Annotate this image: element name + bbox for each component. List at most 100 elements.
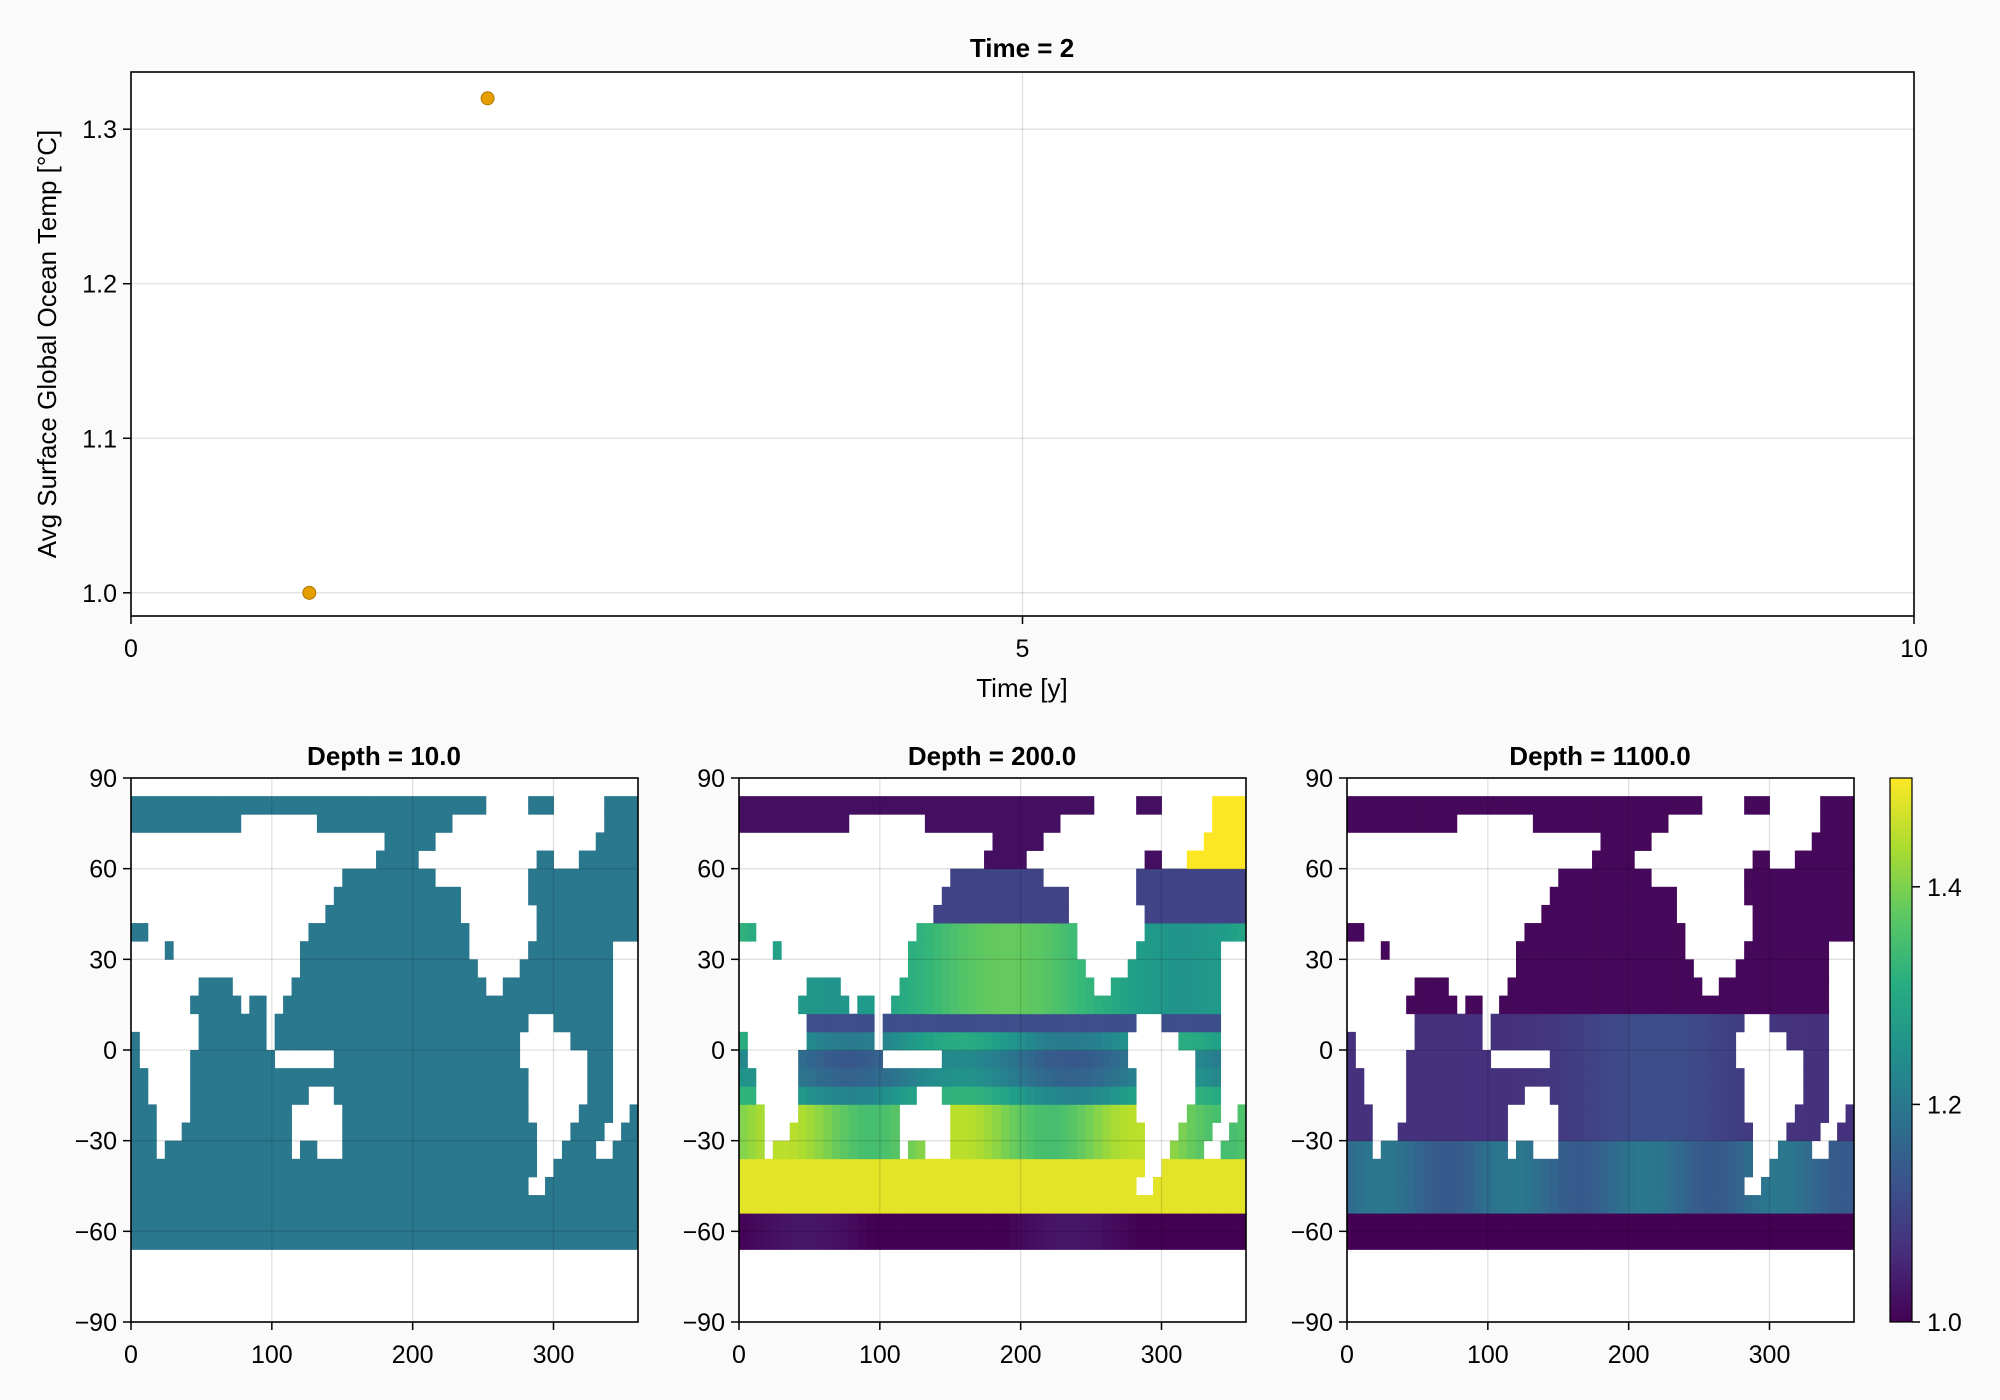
map-cell xyxy=(1212,959,1222,978)
map-cell xyxy=(1026,1013,1036,1033)
map-cell xyxy=(367,1031,377,1051)
map-cell xyxy=(1558,1050,1568,1069)
map-cell xyxy=(755,1158,765,1178)
map-cell xyxy=(469,796,478,815)
map-cell xyxy=(1220,904,1230,924)
map-cell xyxy=(739,1140,748,1160)
map-cell xyxy=(342,1068,352,1087)
map-cell xyxy=(283,995,292,1015)
map-cell xyxy=(131,814,140,833)
map-cell xyxy=(376,868,385,888)
map-cell xyxy=(1828,814,1838,833)
map-cell xyxy=(452,1086,461,1105)
map-cell xyxy=(840,1176,850,1196)
map-cell xyxy=(418,1086,428,1105)
map-cell xyxy=(1043,995,1053,1015)
map-cell xyxy=(1828,796,1838,815)
map-cell xyxy=(553,1176,563,1196)
map-cell xyxy=(274,1213,284,1232)
map-cell xyxy=(1068,941,1078,960)
map-cell xyxy=(823,1158,833,1178)
map-cell xyxy=(1828,1176,1838,1196)
map-cell xyxy=(561,1195,571,1214)
map-cell xyxy=(418,923,428,942)
map-cell xyxy=(1685,1122,1694,1142)
map-cell xyxy=(443,1195,453,1214)
map-cell xyxy=(916,1213,926,1232)
map-cell xyxy=(409,1122,419,1142)
map-cell xyxy=(1642,1176,1652,1196)
map-cell xyxy=(1837,832,1846,851)
map-cell xyxy=(1558,1031,1568,1051)
map-cell xyxy=(1026,1068,1036,1087)
map-cell xyxy=(941,1213,951,1232)
map-cell xyxy=(1414,1140,1424,1160)
map-cell xyxy=(1220,814,1230,833)
map-cell xyxy=(325,995,335,1015)
map-cell xyxy=(629,850,639,870)
map-cell xyxy=(376,1158,385,1178)
map-cell xyxy=(1009,1231,1019,1250)
map-cell xyxy=(1000,1122,1010,1142)
map-cell xyxy=(755,1195,765,1214)
map-cell xyxy=(418,1158,428,1178)
map-cell xyxy=(401,959,411,978)
map-cell xyxy=(1017,923,1027,942)
map-cell xyxy=(1085,1013,1095,1033)
map-cell xyxy=(1355,1068,1365,1087)
map-cell xyxy=(477,1158,487,1178)
map-cell xyxy=(1685,1031,1694,1051)
map-cell xyxy=(1651,1140,1661,1160)
map-cell xyxy=(595,941,605,960)
map-cell xyxy=(899,1231,909,1250)
map-cell xyxy=(249,1176,259,1196)
map-cell xyxy=(392,868,402,888)
map-cell xyxy=(198,1231,208,1250)
map-cell xyxy=(1431,1086,1441,1105)
map-cell xyxy=(831,1122,841,1142)
map-cell xyxy=(198,1104,208,1123)
map-cell xyxy=(1769,959,1779,978)
map-cell xyxy=(1473,1068,1483,1087)
map-cell xyxy=(1566,886,1576,906)
map-cell xyxy=(789,796,799,815)
map-cell xyxy=(1794,941,1804,960)
map-cell xyxy=(1803,1158,1813,1178)
map-cell xyxy=(1110,1213,1120,1232)
map-cell xyxy=(1532,1031,1542,1051)
map-cell xyxy=(1169,959,1179,978)
map-cell xyxy=(561,977,571,996)
map-cell xyxy=(1642,1104,1652,1123)
map-cell xyxy=(1634,1068,1644,1087)
map-cell xyxy=(1608,1195,1618,1214)
map-cell xyxy=(376,904,385,924)
map-cell xyxy=(899,1213,909,1232)
map-cell xyxy=(333,1195,343,1214)
map-cell xyxy=(865,796,875,815)
map-cell xyxy=(1803,1122,1813,1142)
map-cell xyxy=(1524,1195,1534,1214)
map-cell xyxy=(257,1104,267,1123)
map-cell xyxy=(452,977,461,996)
map-cell xyxy=(291,1213,301,1232)
map-cell xyxy=(409,1231,419,1250)
map-cell xyxy=(536,959,546,978)
map-cell xyxy=(1212,886,1222,906)
map-cell xyxy=(1456,1122,1466,1142)
map-cell xyxy=(1380,814,1390,833)
map-cell xyxy=(1701,1176,1711,1196)
map-cell xyxy=(1237,868,1247,888)
map-cell xyxy=(1465,1068,1475,1087)
map-cell xyxy=(359,1195,368,1214)
map-cell xyxy=(992,832,1002,851)
map-cell xyxy=(401,1031,411,1051)
map-cell xyxy=(1414,1122,1424,1142)
map-cell xyxy=(1811,886,1821,906)
map-cell xyxy=(831,977,841,996)
map-cell xyxy=(1566,904,1576,924)
map-cell xyxy=(1178,904,1188,924)
map-cell xyxy=(257,995,267,1015)
map-cell xyxy=(908,1140,917,1160)
map-cell xyxy=(831,1231,841,1250)
map-cell xyxy=(1195,904,1205,924)
